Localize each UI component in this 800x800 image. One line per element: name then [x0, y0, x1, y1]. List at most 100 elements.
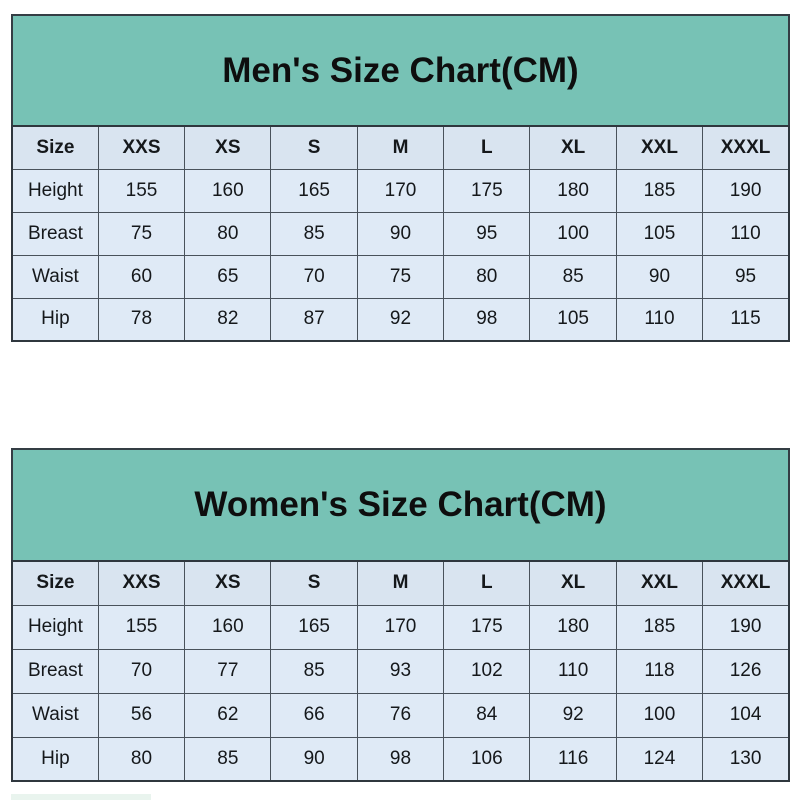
value-cell: 70 — [97, 648, 186, 694]
value-cell: 56 — [97, 692, 186, 738]
row-label-cell: Waist — [11, 254, 99, 299]
value-cell: 87 — [270, 297, 358, 342]
next-chart-banner-sliver — [11, 794, 151, 800]
row-label-cell: Height — [11, 604, 99, 650]
value-cell: 155 — [97, 604, 186, 650]
value-cell: 78 — [97, 297, 186, 342]
value-cell: 110 — [529, 648, 617, 694]
column-header-cell: M — [356, 125, 445, 170]
value-cell: 85 — [184, 736, 272, 782]
column-header-cell: Size — [11, 560, 99, 606]
value-cell: 130 — [702, 736, 790, 782]
value-cell: 116 — [529, 736, 617, 782]
table-row: Waist 56 62 66 76 84 92 100 104 — [11, 692, 790, 738]
row-label-cell: Breast — [11, 211, 99, 256]
value-cell: 115 — [702, 297, 790, 342]
column-header-cell: XXL — [615, 125, 704, 170]
column-header-cell: L — [443, 125, 531, 170]
value-cell: 180 — [529, 168, 617, 213]
mens-size-table-body: Size XXS XS S M L XL XXL XXXL Height 155 160 165 170 1… — [11, 125, 790, 342]
mens-chart-banner: Men's Size Chart(CM) — [11, 14, 790, 125]
value-cell: 105 — [615, 211, 704, 256]
mens-size-chart-section: Men's Size Chart(CM) Size XXS XS S M L XL XXL XX… — [11, 14, 790, 342]
value-cell: 165 — [270, 604, 358, 650]
column-header-cell: XXS — [97, 125, 186, 170]
womens-size-chart-section: Women's Size Chart(CM) Size XXS XS S M L XL XXL… — [11, 448, 790, 782]
value-cell: 170 — [356, 604, 445, 650]
table-row: Hip 78 82 87 92 98 105 110 115 — [11, 297, 790, 342]
value-cell: 180 — [529, 604, 617, 650]
table-row: Breast 70 77 85 93 102 110 118 126 — [11, 648, 790, 694]
value-cell: 98 — [356, 736, 445, 782]
column-header-cell: XXXL — [702, 560, 790, 606]
value-cell: 104 — [702, 692, 790, 738]
value-cell: 95 — [443, 211, 531, 256]
value-cell: 70 — [270, 254, 358, 299]
value-cell: 82 — [184, 297, 272, 342]
value-cell: 76 — [356, 692, 445, 738]
row-label-cell: Hip — [11, 297, 99, 342]
value-cell: 124 — [615, 736, 704, 782]
column-header-cell: S — [270, 560, 358, 606]
value-cell: 100 — [529, 211, 617, 256]
table-header-row: Size XXS XS S M L XL XXL XXXL — [11, 125, 790, 170]
column-header-cell: L — [443, 560, 531, 606]
value-cell: 190 — [702, 604, 790, 650]
value-cell: 84 — [443, 692, 531, 738]
value-cell: 65 — [184, 254, 272, 299]
table-row: Hip 80 85 90 98 106 116 124 130 — [11, 736, 790, 782]
table-row: Height 155 160 165 170 175 180 185 190 — [11, 168, 790, 213]
table-row: Breast 75 80 85 90 95 100 105 110 — [11, 211, 790, 256]
value-cell: 90 — [615, 254, 704, 299]
value-cell: 126 — [702, 648, 790, 694]
value-cell: 93 — [356, 648, 445, 694]
value-cell: 80 — [443, 254, 531, 299]
column-header-cell: XS — [184, 560, 272, 606]
row-label-cell: Height — [11, 168, 99, 213]
value-cell: 118 — [615, 648, 704, 694]
row-label-cell: Waist — [11, 692, 99, 738]
column-header-cell: M — [356, 560, 445, 606]
value-cell: 95 — [702, 254, 790, 299]
value-cell: 105 — [529, 297, 617, 342]
value-cell: 165 — [270, 168, 358, 213]
value-cell: 175 — [443, 168, 531, 213]
value-cell: 102 — [443, 648, 531, 694]
value-cell: 185 — [615, 168, 704, 213]
value-cell: 80 — [184, 211, 272, 256]
mens-chart-title: Men's Size Chart(CM) — [222, 50, 579, 90]
value-cell: 190 — [702, 168, 790, 213]
value-cell: 62 — [184, 692, 272, 738]
value-cell: 92 — [356, 297, 445, 342]
column-header-cell: XXL — [615, 560, 704, 606]
value-cell: 80 — [97, 736, 186, 782]
value-cell: 90 — [356, 211, 445, 256]
value-cell: 110 — [702, 211, 790, 256]
value-cell: 60 — [97, 254, 186, 299]
value-cell: 155 — [97, 168, 186, 213]
value-cell: 75 — [356, 254, 445, 299]
column-header-cell: XXXL — [702, 125, 790, 170]
womens-chart-title: Women's Size Chart(CM) — [194, 485, 607, 524]
value-cell: 110 — [615, 297, 704, 342]
mens-size-table: Size XXS XS S M L XL XXL XXXL Height 155 160 165 170 1… — [11, 125, 790, 342]
value-cell: 85 — [529, 254, 617, 299]
value-cell: 98 — [443, 297, 531, 342]
table-row: Height 155 160 165 170 175 180 185 190 — [11, 604, 790, 650]
value-cell: 170 — [356, 168, 445, 213]
womens-size-table: Size XXS XS S M L XL XXL XXXL Height 155 160 165 170 1… — [11, 560, 790, 782]
column-header-cell: XL — [529, 125, 617, 170]
womens-chart-banner: Women's Size Chart(CM) — [11, 448, 790, 560]
value-cell: 75 — [97, 211, 186, 256]
row-label-cell: Breast — [11, 648, 99, 694]
value-cell: 160 — [184, 168, 272, 213]
value-cell: 85 — [270, 211, 358, 256]
row-label-cell: Hip — [11, 736, 99, 782]
value-cell: 66 — [270, 692, 358, 738]
value-cell: 77 — [184, 648, 272, 694]
value-cell: 92 — [529, 692, 617, 738]
column-header-cell: XL — [529, 560, 617, 606]
value-cell: 90 — [270, 736, 358, 782]
column-header-cell: XS — [184, 125, 272, 170]
